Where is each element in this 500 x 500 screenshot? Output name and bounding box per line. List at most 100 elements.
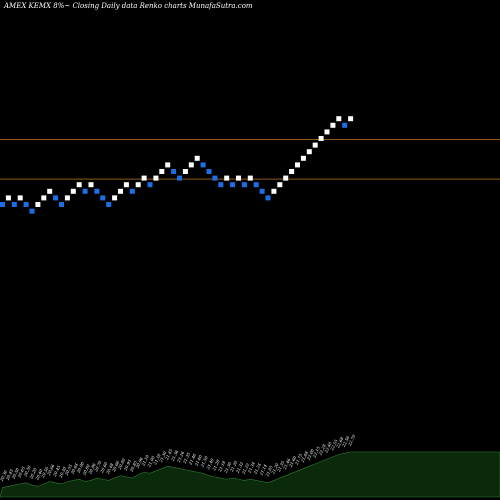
renko-brick [336,116,342,122]
renko-brick [0,202,5,207]
volume-label: 21.60 [288,455,298,469]
volume-label: 21.46 [187,452,197,466]
renko-brick [64,195,70,201]
volume-label: 21.75 [293,452,303,466]
renko-brick [59,202,64,207]
renko-brick [70,188,76,194]
renko-brick [76,182,82,188]
volume-label: 21.36 [170,449,180,463]
renko-brick [224,175,230,181]
renko-brick [106,202,112,207]
volume-label: 21.35 [276,460,286,474]
volume-area [0,451,500,498]
renko-brick [118,188,123,194]
renko-brick [47,188,53,194]
volume-label: 20.80 [81,463,91,477]
volume-label: 20.60 [99,461,109,475]
renko-brick [300,155,306,161]
volume-label: 22.56 [341,435,351,449]
volume-shape [0,451,500,498]
renko-brick [206,169,212,174]
volume-label: 20.40 [34,468,44,482]
volume-label: 20.45 [52,464,62,478]
volume-label: 20.45 [4,468,14,482]
volume-label: 20.50 [10,467,20,481]
volume-label: 21.26 [175,450,185,464]
volume-label: 20.96 [134,456,144,470]
volume-label: 22.15 [311,445,321,459]
volume-label: 20.30 [0,469,8,483]
renko-brick [53,195,59,201]
volume-label: 21.40 [205,457,215,471]
volume-label: 20.85 [128,460,138,474]
renko-brick [188,162,194,168]
volume-label: 21.20 [229,460,239,474]
volume-label: 21.45 [164,448,174,462]
renko-brick [259,188,265,194]
volume-label: 21.46 [282,457,292,471]
volume-label: 22.28 [317,443,327,457]
volume-label: 21.16 [152,452,162,466]
volume-label: 20.70 [93,460,103,474]
volume-label: 21.88 [299,450,309,464]
volume-label: 21.30 [158,450,168,464]
renko-brick [35,202,41,207]
volume-labels: 20.3020.4520.5020.6520.3020.2020.4020.50… [0,434,357,483]
volume-label: 20.90 [75,461,85,475]
renko-brick [253,182,259,188]
renko-brick [141,175,147,181]
renko-brick [277,182,283,188]
renko-brick [82,188,88,194]
volume-label: 20.80 [116,457,126,471]
renko-brick [342,122,348,128]
volume-label: 21.34 [246,461,256,475]
renko-brick [200,162,206,168]
renko-brick [88,182,94,188]
volume-label: 21.20 [270,462,280,476]
renko-brick [41,195,47,201]
renko-brick [129,188,135,194]
renko-brick [218,182,224,188]
volume-label: 20.64 [69,462,79,476]
renko-brick [230,182,236,188]
level-lines [0,139,500,180]
volume-label: 22.68 [335,436,345,450]
volume-label: 21.22 [240,462,250,476]
renko-brick [289,169,295,174]
renko-brick [212,175,218,181]
chart-title: AMEX KEMX 8%~ Closing Daily data Renko c… [3,2,253,10]
renko-brick [123,182,129,188]
renko-brick [324,129,330,135]
volume-label: 20.55 [63,463,73,477]
volume-label: 20.65 [16,465,26,479]
volume-label: 21.00 [146,455,156,469]
renko-brick [17,195,23,201]
volume-label: 21.10 [140,454,150,468]
renko-brick [153,175,159,181]
volume-label: 20.48 [105,462,115,476]
renko-bricks [0,116,354,214]
renko-brick [100,195,106,201]
renko-brick [135,182,141,188]
renko-brick [94,188,100,194]
renko-brick [5,195,11,201]
renko-brick [312,142,318,148]
volume-label: 20.20 [28,467,38,481]
volume-label: 22.70 [347,434,357,448]
volume-label: 21.50 [199,455,209,469]
volume-label: 20.66 [111,460,121,474]
renko-brick [29,208,35,214]
volume-label: 20.30 [22,464,32,478]
volume-label: 21.14 [258,463,268,477]
volume-label: 21.32 [234,461,244,475]
renko-brick [241,182,247,188]
volume-label: 20.95 [122,458,132,472]
volume-label: 22.40 [323,441,333,455]
renko-brick [11,202,17,207]
renko-brick [295,162,300,168]
renko-brick [165,162,171,168]
volume-label: 20.50 [40,465,50,479]
renko-brick [159,169,165,174]
